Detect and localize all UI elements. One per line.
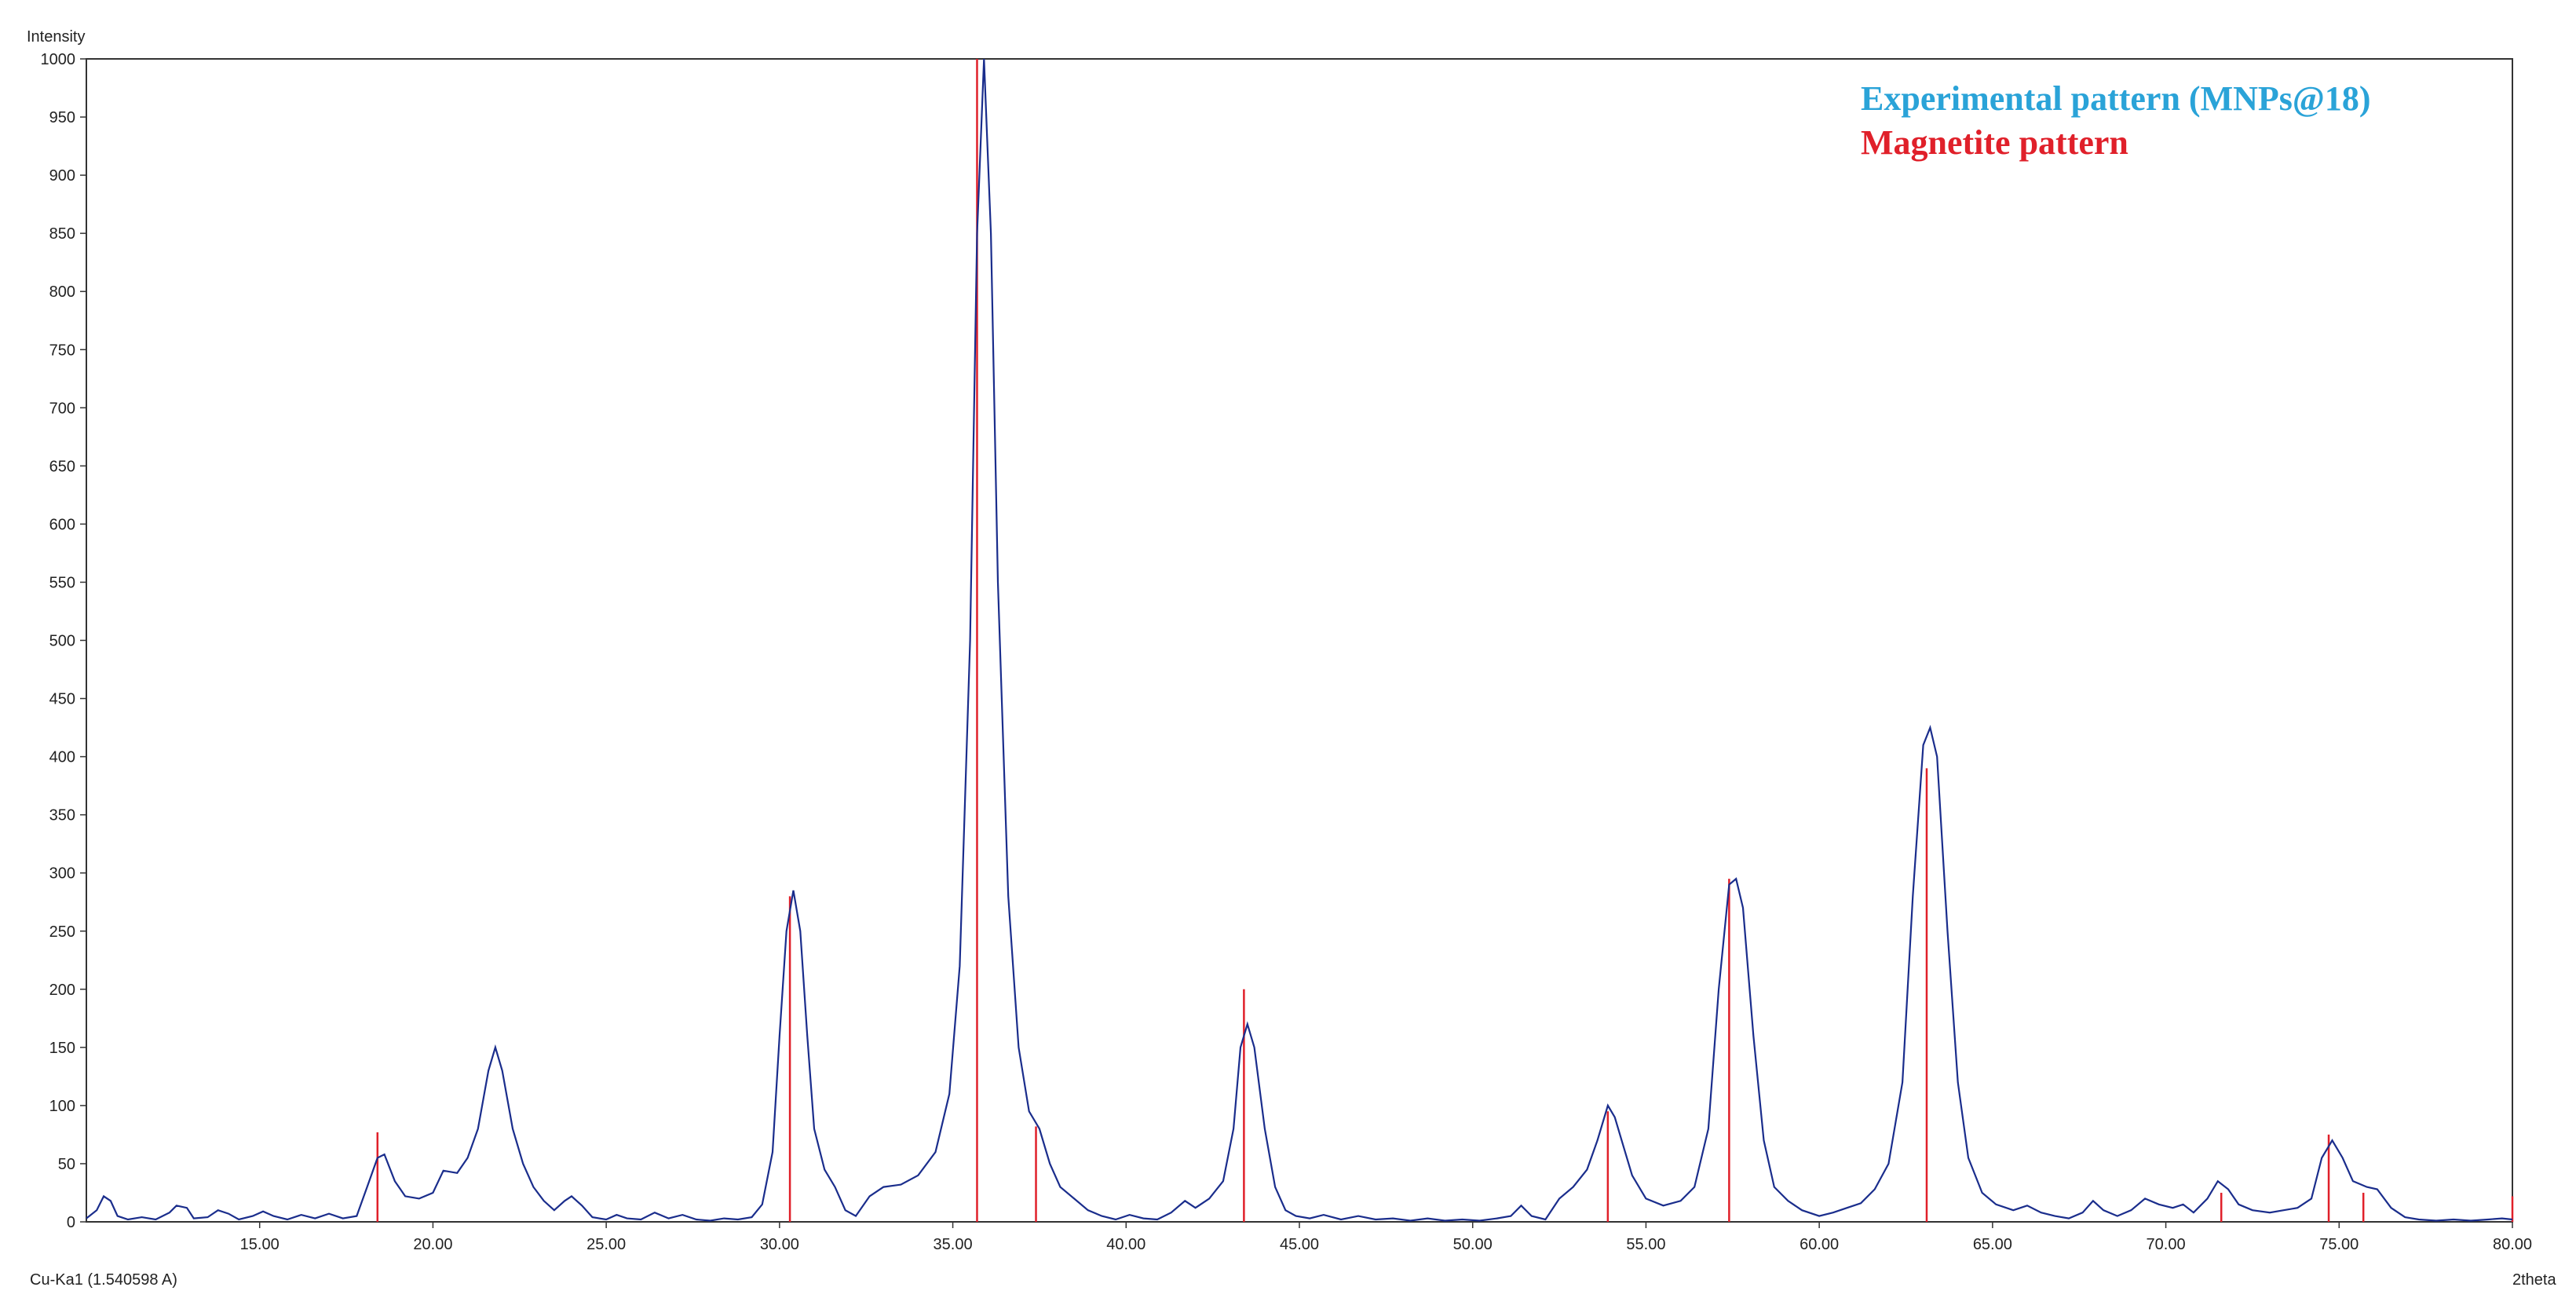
x-tick-label: 30.00 bbox=[760, 1236, 799, 1253]
y-tick-label: 300 bbox=[49, 865, 75, 883]
y-tick-label: 1000 bbox=[41, 51, 76, 68]
y-tick-label: 500 bbox=[49, 633, 75, 650]
y-tick-label: 0 bbox=[67, 1214, 75, 1231]
x-tick-label: 35.00 bbox=[934, 1236, 973, 1253]
experimental-pattern-line bbox=[86, 58, 2513, 1222]
x-tick-label: 80.00 bbox=[2493, 1236, 2532, 1253]
legend-magnetite-pattern: Magnetite pattern bbox=[1861, 123, 2128, 162]
y-tick-label: 450 bbox=[49, 691, 75, 708]
x-tick-label: 75.00 bbox=[2319, 1236, 2359, 1253]
x-axis-ticks: 15.00 20.00 25.00 30.00 35.00 40.00 45.00 50.00… bbox=[240, 1222, 2532, 1253]
y-axis-ticks: 0 50 100 150 200 250 300 350 400 450 500 550 600 650 7… bbox=[41, 51, 86, 1231]
y-tick-label: 900 bbox=[49, 167, 75, 185]
x-tick-label: 15.00 bbox=[240, 1236, 280, 1253]
legend-experimental-pattern: Experimental pattern (MNPs@18) bbox=[1861, 79, 2370, 118]
plot-area-frame bbox=[86, 58, 2513, 1223]
y-tick-label: 600 bbox=[49, 516, 75, 533]
y-tick-label: 800 bbox=[49, 283, 75, 301]
wavelength-label: Cu-Ka1 (1.540598 A) bbox=[30, 1271, 177, 1289]
y-tick-label: 50 bbox=[58, 1156, 75, 1173]
y-tick-label: 100 bbox=[49, 1098, 75, 1115]
x-tick-label: 70.00 bbox=[2147, 1236, 2186, 1253]
y-tick-label: 400 bbox=[49, 749, 75, 766]
y-axis-title: Intensity bbox=[27, 28, 85, 46]
x-tick-label: 60.00 bbox=[1800, 1236, 1839, 1253]
x-tick-label: 20.00 bbox=[413, 1236, 452, 1253]
x-axis-title: 2theta bbox=[2512, 1271, 2556, 1289]
x-tick-label: 25.00 bbox=[586, 1236, 626, 1253]
x-tick-label: 65.00 bbox=[1973, 1236, 2012, 1253]
y-tick-label: 950 bbox=[49, 109, 75, 126]
x-tick-label: 45.00 bbox=[1280, 1236, 1319, 1253]
y-tick-label: 200 bbox=[49, 982, 75, 999]
y-tick-label: 650 bbox=[49, 458, 75, 475]
x-tick-label: 55.00 bbox=[1626, 1236, 1665, 1253]
y-tick-label: 150 bbox=[49, 1040, 75, 1057]
magnetite-reference-sticks bbox=[376, 59, 2514, 1222]
y-tick-label: 250 bbox=[49, 923, 75, 941]
y-tick-label: 850 bbox=[49, 225, 75, 243]
x-tick-label: 50.00 bbox=[1453, 1236, 1493, 1253]
x-tick-label: 40.00 bbox=[1106, 1236, 1145, 1253]
y-tick-label: 350 bbox=[49, 807, 75, 825]
y-tick-label: 750 bbox=[49, 342, 75, 359]
y-tick-label: 700 bbox=[49, 400, 75, 417]
y-tick-label: 550 bbox=[49, 574, 75, 591]
